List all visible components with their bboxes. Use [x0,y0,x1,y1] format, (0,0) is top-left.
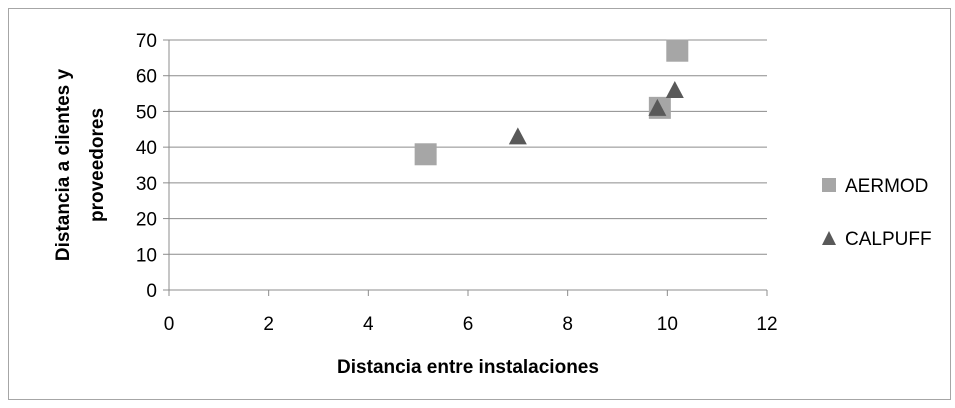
y-axis-title-line-1: Distancia a clientes y [53,68,74,261]
y-tick-label-70: 70 [136,31,157,52]
chart-frame [8,8,951,400]
point-calpuff-2 [665,81,684,98]
x-tick-label-10: 10 [657,314,678,335]
x-tick-label-0: 0 [164,314,175,335]
x-axis-title: Distancia entre instalaciones [337,357,599,378]
legend-swatch-calpuff [822,231,836,245]
y-tick-label-20: 20 [136,210,157,231]
y-axis-title: Distancia a clientes y proveedores [53,68,108,261]
legend-swatch-aermod [822,178,836,192]
x-tick-labels: 0 2 4 6 8 10 12 [164,314,778,335]
y-tick-labels: 0 10 20 30 40 50 60 70 [136,31,157,302]
y-tick-label-60: 60 [136,67,157,88]
data-points [414,39,689,166]
point-calpuff-1 [648,98,667,116]
gridlines [169,39,767,255]
point-aermod-2 [666,39,689,62]
legend-label-calpuff: CALPUFF [845,229,932,250]
legend-label-aermod: AERMOD [845,176,928,197]
y-tick-label-30: 30 [136,174,157,195]
x-tick-label-12: 12 [756,314,777,335]
y-tick-label-50: 50 [136,102,157,123]
y-tick-label-10: 10 [136,245,157,266]
y-tick-label-40: 40 [136,138,157,159]
x-tick-label-2: 2 [263,314,274,335]
axes [163,39,768,296]
x-tick-label-8: 8 [562,314,573,335]
legend: AERMOD CALPUFF [822,176,932,250]
y-axis-title-line-2: proveedores [87,108,108,222]
x-tick-label-6: 6 [463,314,474,335]
point-aermod-0 [414,143,437,166]
point-calpuff-0 [508,127,527,145]
x-tick-label-4: 4 [363,314,374,335]
y-tick-label-0: 0 [146,281,157,302]
